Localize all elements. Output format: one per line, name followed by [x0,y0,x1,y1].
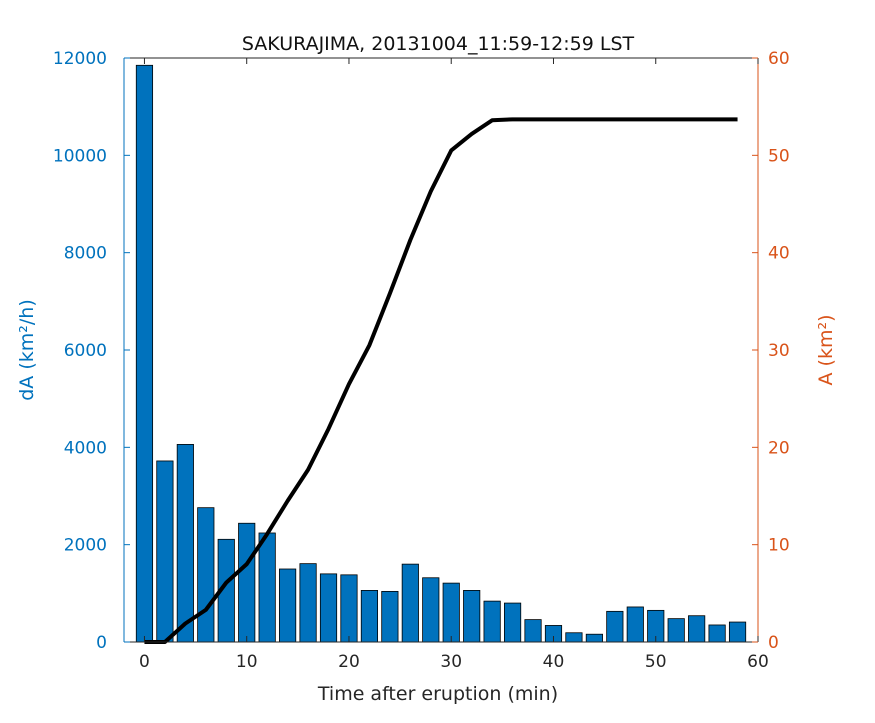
bar [156,460,174,643]
bar [299,563,317,643]
bar [626,606,644,643]
y-right-tick-label: 30 [768,341,790,361]
bar [360,590,378,643]
bar [422,577,440,643]
y-axis-right-label: A (km²) [815,315,837,386]
bar [279,568,297,643]
y-right-tick-label: 10 [768,536,790,556]
bar [708,624,726,643]
y-left-tick-label: 12000 [53,49,107,69]
bar [442,582,460,643]
x-tick-label: 20 [338,652,360,672]
line-series [144,117,738,644]
bar [524,619,542,643]
bar [381,590,399,643]
bar [258,532,276,643]
bar [585,633,603,643]
x-axis-label: Time after eruption (min) [317,683,558,705]
y-right-tick-label: 40 [768,244,790,264]
y-left-tick-label: 8000 [64,244,107,264]
chart-title: SAKURAJIMA, 20131004_11:59-12:59 LST [242,33,635,55]
bar [483,600,501,643]
x-tick-label: 40 [543,652,565,672]
bar [688,615,706,643]
y-left-tick-label: 4000 [64,438,107,458]
x-tick-label: 60 [747,652,769,672]
ticks: 0 10 20 30 40 50 60020004000600080001000012000… [53,49,790,672]
y-right-tick-label: 0 [768,633,779,653]
bar [135,64,154,643]
bar [565,632,583,643]
y-left-tick-label: 0 [96,633,107,653]
x-tick-label: 0 [139,652,150,672]
y-right-tick-label: 60 [768,49,790,69]
x-tick-label: 10 [236,652,258,672]
x-tick-label: 30 [440,652,462,672]
y-left-tick-label: 2000 [64,536,107,556]
bar-series [135,64,747,643]
bar [503,602,522,643]
bar [340,574,358,643]
y-axis-left-label: dA (km²/h) [16,299,38,401]
bar [238,522,256,643]
bar [667,618,685,643]
bar [319,573,338,643]
cumulative-area-line [144,117,738,644]
x-tick-label: 50 [645,652,667,672]
y-right-tick-label: 20 [768,438,790,458]
bar [728,621,747,643]
bar [401,563,419,643]
y-left-tick-label: 10000 [53,146,107,166]
y-left-tick-label: 6000 [64,341,107,361]
bar [463,590,481,643]
bar [197,507,215,643]
bar [176,444,194,643]
bar [606,610,624,643]
y-right-tick-label: 50 [768,146,790,166]
